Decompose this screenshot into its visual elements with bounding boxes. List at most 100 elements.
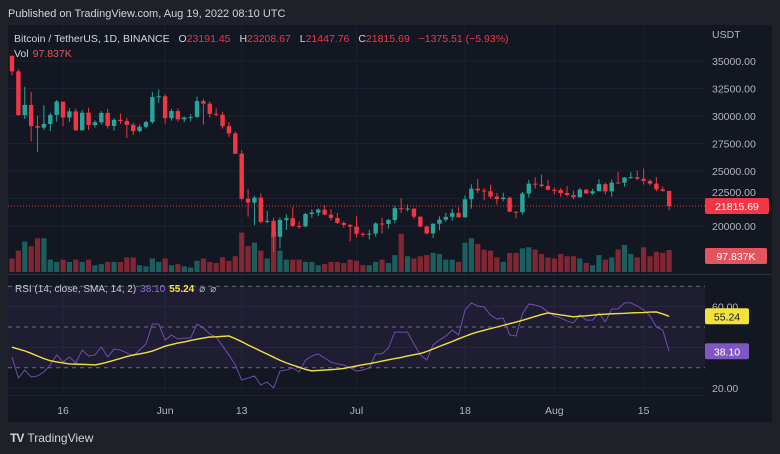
volume-bar — [194, 260, 200, 272]
last-volume-tag: 97.837K — [705, 248, 767, 264]
brand-name: TradingView — [27, 431, 94, 445]
volume-bar — [443, 259, 449, 272]
rsi-ma-line — [11, 311, 670, 372]
candle-body — [596, 184, 602, 192]
candle-body — [28, 104, 34, 127]
rsi-ma-tag: 55.24 — [705, 308, 749, 325]
volume-value: 97.837K — [32, 48, 72, 60]
price-axis[interactable]: USDT 35000.00 32500.00 30000.00 27500.00 250… — [712, 29, 756, 233]
volume-legend[interactable]: Vol 97.837K — [14, 48, 72, 60]
rsi-tick-label: 20.00 — [712, 383, 738, 395]
volume-bar — [564, 256, 570, 272]
volume-bar — [270, 232, 277, 272]
time-tick-label: 18 — [459, 405, 471, 417]
volume-bar — [334, 261, 340, 272]
volume-bar — [79, 261, 85, 272]
time-tick-label: Aug — [545, 405, 564, 417]
candle-body — [494, 196, 500, 200]
volume-bar — [296, 259, 302, 272]
candle-body — [277, 219, 283, 237]
candle-body — [386, 219, 391, 224]
candle-body — [532, 183, 538, 185]
rsi-ma-legend-value: 55.24 — [169, 284, 195, 295]
time-tick-label: Jul — [350, 405, 363, 417]
candle-body — [411, 208, 417, 217]
volume-bar — [315, 265, 321, 272]
volume-bar — [634, 257, 640, 272]
candle-body — [437, 219, 442, 224]
rsi-legend[interactable]: RSI (14, close, SMA, 14, 2) 38.10 55.24 ⌀ ⌀ — [15, 284, 216, 295]
candle-body — [564, 193, 570, 195]
volume-bar — [666, 249, 672, 272]
volume-bar — [9, 258, 15, 272]
candle-body — [182, 117, 187, 120]
volume-bar — [647, 256, 653, 272]
volume-bar — [545, 257, 551, 272]
volume-bar — [353, 260, 360, 272]
candle-body — [424, 226, 429, 234]
candle-body — [41, 123, 47, 128]
candle-body — [265, 220, 270, 222]
symbol-name[interactable]: Bitcoin / TetherUS, 1D, BINANCE — [14, 33, 170, 45]
price-tick-label: 22500.00 — [712, 187, 756, 199]
volume-bar — [66, 261, 73, 272]
candle-body — [271, 220, 276, 237]
candle-body — [475, 188, 480, 191]
symbol-legend[interactable]: Bitcoin / TetherUS, 1D, BINANCE O23191.4… — [14, 33, 509, 45]
rsi-value: 38.10 — [714, 346, 740, 358]
candle-body — [379, 223, 385, 225]
time-tick-label: 13 — [236, 405, 248, 417]
candle-body — [398, 208, 404, 210]
currency-label: USDT — [712, 29, 741, 41]
candle-body — [309, 212, 315, 215]
candle-body — [450, 212, 455, 217]
candle-body — [635, 177, 640, 179]
time-axis[interactable]: 16 Jun 13 Jul 18 Aug 15 — [57, 405, 649, 417]
volume-bar — [481, 249, 487, 272]
volume-bar — [596, 255, 602, 272]
volume-bar — [156, 261, 162, 272]
volume-bar — [462, 242, 468, 272]
rsi-lines — [11, 302, 670, 389]
candle-body — [131, 124, 136, 132]
volume-bar — [347, 259, 353, 272]
volume-bar — [85, 259, 92, 272]
volume-bar — [526, 247, 532, 272]
candle-body — [341, 222, 346, 225]
candle-body — [156, 96, 161, 98]
candle-body — [233, 133, 238, 154]
footer-brand[interactable]: TV TradingView — [10, 431, 93, 445]
volume-bar — [583, 263, 589, 272]
last-price-tag: 21815.69 — [705, 198, 769, 215]
candle-body — [92, 122, 98, 126]
volume-bar — [130, 257, 136, 272]
volume-bar — [92, 265, 98, 272]
close-label: C — [358, 33, 366, 45]
rsi-line — [11, 302, 670, 389]
volume-bar — [417, 256, 423, 272]
candle-body — [194, 101, 200, 118]
rsi-indicator-label: RSI (14, close, SMA, 14, 2) — [15, 284, 137, 295]
volume-bar — [456, 261, 462, 272]
candle-body — [539, 184, 544, 186]
candle-body — [124, 121, 130, 125]
candle-body — [545, 185, 551, 190]
volume-bar — [149, 258, 155, 272]
na-value-icon: ⌀ — [210, 284, 217, 295]
low-label: L — [299, 33, 306, 45]
volume-bar — [519, 248, 525, 272]
volume-bar — [277, 250, 283, 272]
volume-bar — [15, 250, 21, 272]
candle-body — [628, 177, 634, 179]
candle-body — [54, 101, 59, 115]
candle-body — [430, 223, 436, 234]
volume-bar — [392, 255, 398, 272]
volume-bar — [411, 258, 417, 272]
candle-body — [322, 209, 327, 215]
volume-bar — [47, 259, 53, 272]
candle-body — [175, 111, 181, 120]
volume-bar — [309, 261, 315, 272]
volume-bar — [105, 261, 111, 272]
volume-bar — [226, 260, 232, 272]
